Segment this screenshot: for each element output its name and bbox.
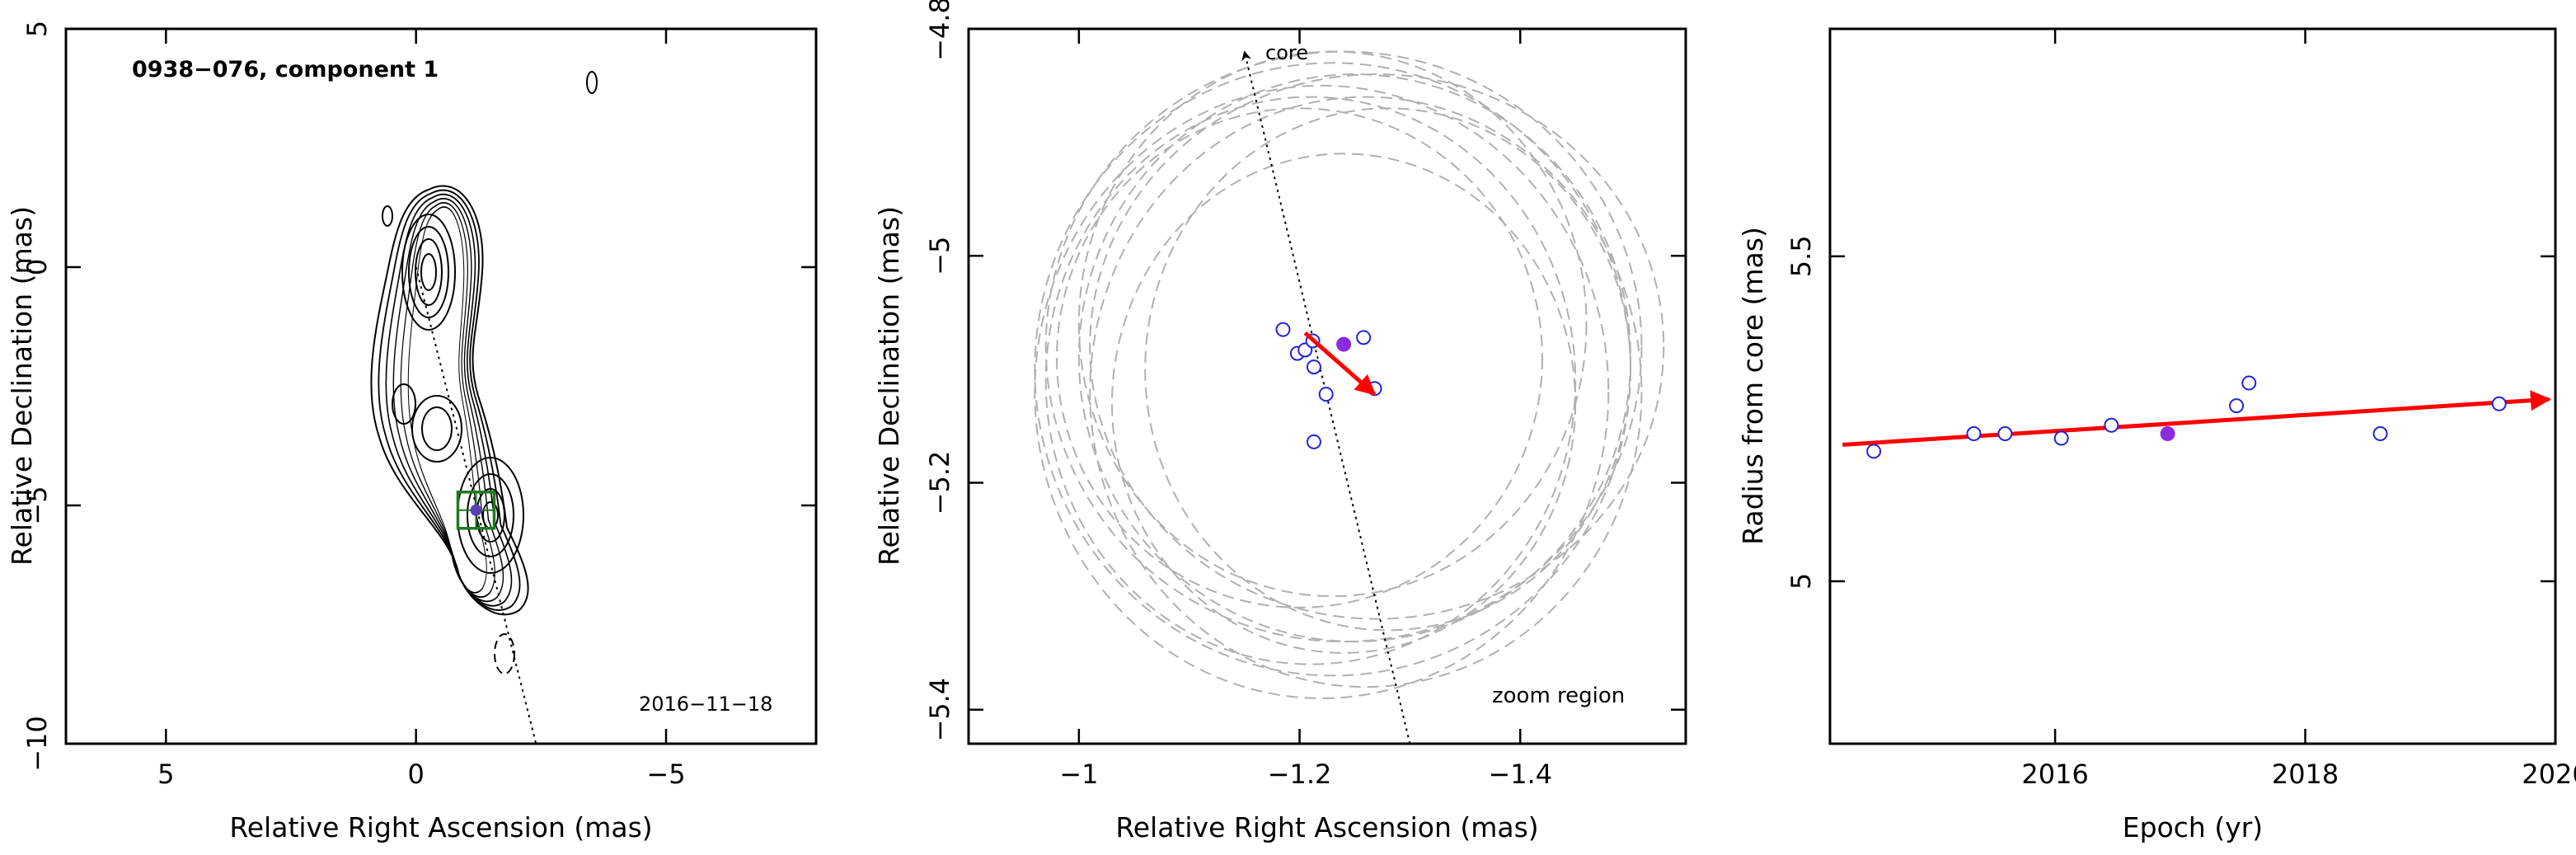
panel-1-y-tick-label: 0 [21, 259, 53, 275]
panel-2-data-point [1275, 322, 1291, 337]
panel-1-ticks: 5 0 −5 5 0 −5 −10 [21, 21, 816, 790]
panel-1-small-contour [586, 71, 598, 94]
panel-2-y-tick-label: −5 [924, 237, 955, 275]
panel-2-error-ellipse [1044, 96, 1577, 665]
panel-3-marks [1842, 375, 2551, 459]
panel-2-x-tick-label: −1 [1059, 759, 1098, 790]
panel-1-y-tick-label: 5 [21, 21, 53, 37]
panel-3-y-tick-label: 5 [1785, 573, 1817, 590]
panel-1-source-label: 0938−076, component 1 [132, 57, 439, 82]
panel-2-trend-arrow [1303, 331, 1377, 397]
panel-3-y-axis-label: Radius from core (mas) [1737, 227, 1769, 545]
panel-2-error-ellipse [1056, 107, 1543, 608]
panel-1-x-tick-label: −5 [646, 759, 685, 790]
panel-2-data-point [1318, 387, 1334, 402]
panel-1-contour-map: 5 0 −5 5 0 −5 −10 0938−076, component 1 2016−1… [6, 21, 818, 843]
panel-2-y-tick-label: −5.4 [924, 678, 955, 742]
panel-3-y-tick-label: 5.5 [1785, 235, 1817, 277]
panel-3-x-tick-label: 2016 [2021, 759, 2088, 790]
panel-1-y-tick-label: −5 [21, 486, 53, 524]
panel-1-y-axis-label: Relative Declination (mas) [6, 206, 38, 566]
panel-2-error-ellipse [1034, 62, 1632, 677]
panel-1-contour-level [407, 206, 487, 594]
panel-2-x-tick-label: −1.2 [1268, 759, 1332, 790]
panel-1-x-tick-label: 0 [407, 759, 424, 790]
panel-1-knot-contour [411, 395, 462, 463]
panel-2-frame [967, 27, 1687, 745]
panel-1-contour-level [385, 193, 513, 607]
panel-1-date-label: 2016−11−18 [639, 693, 772, 716]
panel-1-x-axis-label: Relative Right Ascension (mas) [229, 811, 652, 843]
panel-1-knot-contour [392, 383, 416, 425]
panel-1-negative-contour [494, 633, 515, 674]
panel-3-data-point [2053, 430, 2069, 446]
panel-2-y-tick-label: −5.2 [924, 451, 955, 515]
panel-1-frame [64, 27, 818, 745]
panel-2-x-axis-label: Relative Right Ascension (mas) [1115, 811, 1538, 843]
panel-2-error-ellipse [1077, 50, 1588, 598]
panel-1-small-contour [382, 205, 393, 227]
panel-3-frame [1828, 27, 2557, 745]
panel-1-contours [370, 71, 598, 745]
panel-1-component-contour [467, 473, 514, 557]
panel-1-x-tick-label: 5 [157, 759, 174, 790]
panel-3-ticks: 2016 2018 2020 5 5.5 [1785, 29, 2576, 790]
panel-3-mean-point [2160, 426, 2175, 442]
panel-3-radius-vs-epoch: 2016 2018 2020 5 5.5 Epoch (yr) Radius from … [1737, 27, 2576, 843]
panel-2-error-ellipse [1144, 107, 1632, 632]
panel-1-core-contour [401, 214, 456, 331]
panel-2-error-ellipse [1034, 84, 1610, 699]
panel-2-y-tick-label: −4.8 [924, 0, 955, 61]
panel-1-contour-level [378, 189, 521, 612]
panel-1-knot-contour [421, 406, 453, 451]
panel-2-error-ellipse [1044, 50, 1643, 643]
panel-2-error-ellipse [1089, 73, 1665, 620]
panel-2-zoom-scatter: −1 −1.2 −1.4 −4.8 −5 −5.2 −5.4 core zoom regio… [873, 0, 1687, 843]
panel-2-data-point [1306, 359, 1321, 375]
panel-2-y-axis-label: Relative Declination (mas) [873, 206, 905, 566]
panel-2-zoom-region-label: zoom region [1492, 684, 1625, 708]
panel-2-x-tick-label: −1.4 [1488, 759, 1552, 790]
panel-3-data-point [2491, 396, 2507, 411]
panel-2-data-point [1356, 330, 1372, 345]
panel-3-trend-arrow [1842, 390, 2551, 447]
panel-3-data-point [2229, 398, 2245, 414]
panel-2-error-ellipse [1077, 73, 1632, 643]
panel-3-data-point [2241, 375, 2257, 391]
panel-3-data-point [2104, 417, 2119, 433]
panel-1-core-contour [420, 253, 437, 291]
panel-2-error-ellipses [1034, 50, 1665, 699]
panel-1-contour-level [392, 197, 504, 603]
panel-2-marks [1241, 50, 1411, 745]
panel-1-contour-level [370, 185, 529, 616]
panel-3-data-point [2372, 426, 2388, 442]
panel-3-x-axis-label: Epoch (yr) [2123, 811, 2263, 843]
panel-3-data-point [1866, 444, 1882, 459]
panel-1-core-contour [408, 226, 449, 318]
panel-1-contour-level [400, 202, 495, 599]
panel-3-data-point [1966, 426, 1982, 442]
panel-1-core-contour [415, 238, 443, 306]
panel-3-x-tick-label: 2020 [2522, 759, 2576, 790]
panel-2-data-point [1306, 434, 1321, 449]
panel-2-core-label: core [1265, 41, 1308, 64]
panel-2-error-ellipse [1089, 96, 1643, 688]
panel-2-ticks: −1 −1.2 −1.4 −4.8 −5 −5.2 −5.4 [924, 0, 1686, 790]
panel-1-component-marker [470, 504, 482, 516]
panel-3-x-tick-label: 2018 [2272, 759, 2339, 790]
panel-3-data-point [1997, 426, 2013, 442]
panel-2-error-ellipse [1111, 153, 1577, 654]
panel-2-mean-point [1336, 336, 1352, 352]
panel-1-y-tick-label: −10 [21, 716, 53, 772]
